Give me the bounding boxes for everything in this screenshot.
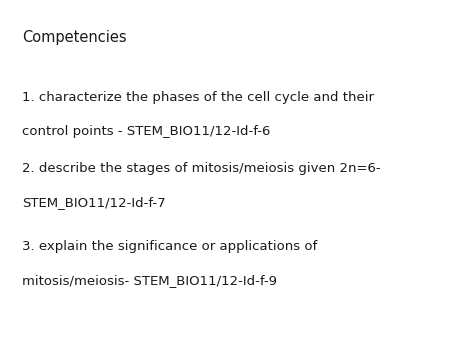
Text: 1. characterize the phases of the cell cycle and their: 1. characterize the phases of the cell c… [22, 91, 374, 104]
Text: 2. describe the stages of mitosis/meiosis given 2n=6-: 2. describe the stages of mitosis/meiosi… [22, 162, 381, 175]
Text: mitosis/meiosis- STEM_BIO11/12-Id-f-9: mitosis/meiosis- STEM_BIO11/12-Id-f-9 [22, 274, 278, 287]
Text: STEM_BIO11/12-Id-f-7: STEM_BIO11/12-Id-f-7 [22, 196, 166, 209]
Text: control points - STEM_BIO11/12-Id-f-6: control points - STEM_BIO11/12-Id-f-6 [22, 125, 271, 138]
Text: 3. explain the significance or applications of: 3. explain the significance or applicati… [22, 240, 318, 253]
Text: Competencies: Competencies [22, 30, 127, 45]
